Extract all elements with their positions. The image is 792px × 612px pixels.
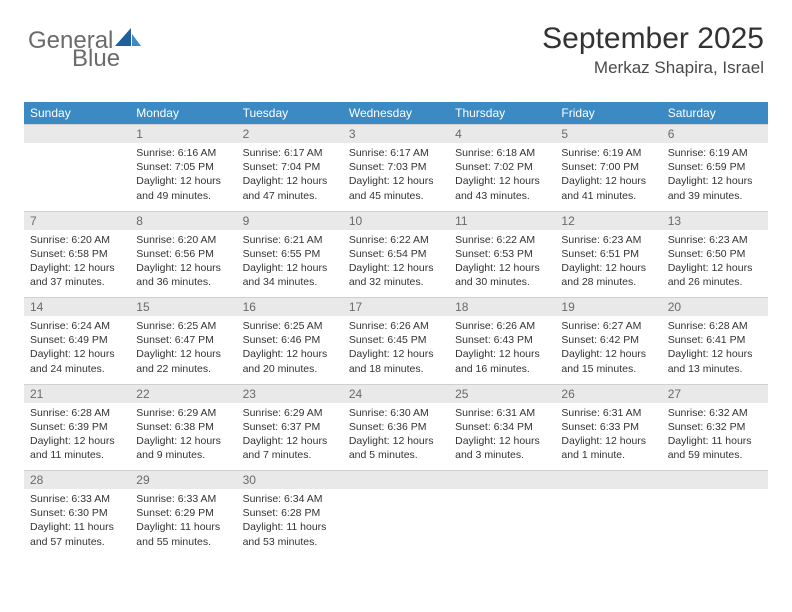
day-header: Thursday [449, 102, 555, 125]
day-cell: Sunrise: 6:26 AMSunset: 6:43 PMDaylight:… [449, 316, 555, 384]
day-number [449, 471, 555, 490]
day-cell: Sunrise: 6:21 AMSunset: 6:55 PMDaylight:… [237, 230, 343, 298]
day-number: 4 [449, 125, 555, 144]
day-cell: Sunrise: 6:18 AMSunset: 7:02 PMDaylight:… [449, 143, 555, 211]
day-number: 24 [343, 384, 449, 403]
day-number: 29 [130, 471, 236, 490]
day-number-row: 21222324252627 [24, 384, 768, 403]
day-number: 12 [555, 211, 661, 230]
day-cell: Sunrise: 6:23 AMSunset: 6:51 PMDaylight:… [555, 230, 661, 298]
day-cell: Sunrise: 6:20 AMSunset: 6:58 PMDaylight:… [24, 230, 130, 298]
day-cell: Sunrise: 6:19 AMSunset: 6:59 PMDaylight:… [662, 143, 768, 211]
day-cell: Sunrise: 6:20 AMSunset: 6:56 PMDaylight:… [130, 230, 236, 298]
day-cell: Sunrise: 6:24 AMSunset: 6:49 PMDaylight:… [24, 316, 130, 384]
day-number: 7 [24, 211, 130, 230]
day-number [343, 471, 449, 490]
day-cell: Sunrise: 6:34 AMSunset: 6:28 PMDaylight:… [237, 489, 343, 557]
day-number: 18 [449, 298, 555, 317]
day-number: 5 [555, 125, 661, 144]
day-number: 21 [24, 384, 130, 403]
day-cell [24, 143, 130, 211]
day-cell [449, 489, 555, 557]
day-number: 22 [130, 384, 236, 403]
day-cell: Sunrise: 6:22 AMSunset: 6:54 PMDaylight:… [343, 230, 449, 298]
day-number: 20 [662, 298, 768, 317]
day-cell: Sunrise: 6:22 AMSunset: 6:53 PMDaylight:… [449, 230, 555, 298]
page-header: September 2025 Merkaz Shapira, Israel [542, 22, 764, 78]
day-cell: Sunrise: 6:16 AMSunset: 7:05 PMDaylight:… [130, 143, 236, 211]
day-cell: Sunrise: 6:33 AMSunset: 6:30 PMDaylight:… [24, 489, 130, 557]
location-label: Merkaz Shapira, Israel [542, 58, 764, 78]
day-content-row: Sunrise: 6:16 AMSunset: 7:05 PMDaylight:… [24, 143, 768, 211]
day-cell: Sunrise: 6:17 AMSunset: 7:03 PMDaylight:… [343, 143, 449, 211]
day-content-row: Sunrise: 6:33 AMSunset: 6:30 PMDaylight:… [24, 489, 768, 557]
day-cell: Sunrise: 6:28 AMSunset: 6:39 PMDaylight:… [24, 403, 130, 471]
day-number: 13 [662, 211, 768, 230]
day-header: Wednesday [343, 102, 449, 125]
day-number: 16 [237, 298, 343, 317]
day-number: 17 [343, 298, 449, 317]
day-number: 28 [24, 471, 130, 490]
day-cell: Sunrise: 6:31 AMSunset: 6:33 PMDaylight:… [555, 403, 661, 471]
day-number [24, 125, 130, 144]
day-cell: Sunrise: 6:29 AMSunset: 6:38 PMDaylight:… [130, 403, 236, 471]
day-header: Friday [555, 102, 661, 125]
day-cell: Sunrise: 6:25 AMSunset: 6:46 PMDaylight:… [237, 316, 343, 384]
day-number: 14 [24, 298, 130, 317]
day-number-row: 14151617181920 [24, 298, 768, 317]
day-number: 11 [449, 211, 555, 230]
day-cell: Sunrise: 6:28 AMSunset: 6:41 PMDaylight:… [662, 316, 768, 384]
day-number: 8 [130, 211, 236, 230]
day-number: 26 [555, 384, 661, 403]
day-number [555, 471, 661, 490]
day-cell [555, 489, 661, 557]
day-content-row: Sunrise: 6:20 AMSunset: 6:58 PMDaylight:… [24, 230, 768, 298]
day-cell [343, 489, 449, 557]
day-number: 23 [237, 384, 343, 403]
day-cell: Sunrise: 6:32 AMSunset: 6:32 PMDaylight:… [662, 403, 768, 471]
day-number: 6 [662, 125, 768, 144]
day-number: 30 [237, 471, 343, 490]
day-number: 1 [130, 125, 236, 144]
day-number-row: 78910111213 [24, 211, 768, 230]
day-number: 25 [449, 384, 555, 403]
day-number: 10 [343, 211, 449, 230]
day-cell: Sunrise: 6:27 AMSunset: 6:42 PMDaylight:… [555, 316, 661, 384]
day-header: Monday [130, 102, 236, 125]
day-number: 27 [662, 384, 768, 403]
day-number-row: 123456 [24, 125, 768, 144]
day-header: Sunday [24, 102, 130, 125]
day-number: 3 [343, 125, 449, 144]
day-number: 2 [237, 125, 343, 144]
day-cell: Sunrise: 6:17 AMSunset: 7:04 PMDaylight:… [237, 143, 343, 211]
logo: General Blue [28, 28, 141, 77]
day-cell: Sunrise: 6:31 AMSunset: 6:34 PMDaylight:… [449, 403, 555, 471]
day-cell: Sunrise: 6:29 AMSunset: 6:37 PMDaylight:… [237, 403, 343, 471]
month-title: September 2025 [542, 22, 764, 56]
day-number: 19 [555, 298, 661, 317]
day-number-row: 282930 [24, 471, 768, 490]
calendar-table: SundayMondayTuesdayWednesdayThursdayFrid… [24, 102, 768, 557]
day-content-row: Sunrise: 6:28 AMSunset: 6:39 PMDaylight:… [24, 403, 768, 471]
logo-text-blue: Blue [72, 45, 120, 72]
day-cell: Sunrise: 6:33 AMSunset: 6:29 PMDaylight:… [130, 489, 236, 557]
day-number: 9 [237, 211, 343, 230]
day-cell: Sunrise: 6:26 AMSunset: 6:45 PMDaylight:… [343, 316, 449, 384]
day-number [662, 471, 768, 490]
day-cell: Sunrise: 6:25 AMSunset: 6:47 PMDaylight:… [130, 316, 236, 384]
day-header-row: SundayMondayTuesdayWednesdayThursdayFrid… [24, 102, 768, 125]
day-cell: Sunrise: 6:19 AMSunset: 7:00 PMDaylight:… [555, 143, 661, 211]
day-number: 15 [130, 298, 236, 317]
day-header: Tuesday [237, 102, 343, 125]
day-header: Saturday [662, 102, 768, 125]
day-cell: Sunrise: 6:23 AMSunset: 6:50 PMDaylight:… [662, 230, 768, 298]
day-content-row: Sunrise: 6:24 AMSunset: 6:49 PMDaylight:… [24, 316, 768, 384]
day-cell [662, 489, 768, 557]
day-cell: Sunrise: 6:30 AMSunset: 6:36 PMDaylight:… [343, 403, 449, 471]
